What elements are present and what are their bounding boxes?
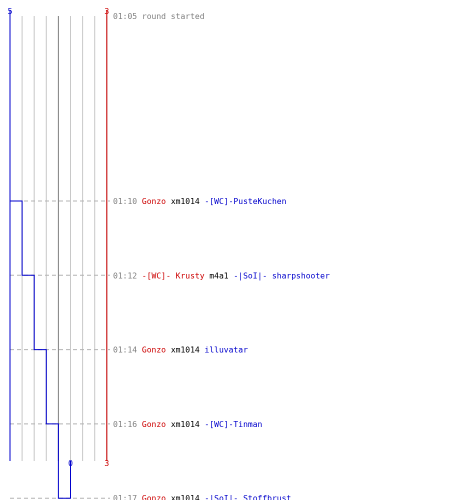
event-part: xm1014: [166, 346, 200, 355]
event-part: Gonzo: [142, 346, 166, 355]
event-time: 01:10: [113, 197, 142, 206]
event-row: 01:05 round started: [113, 12, 205, 21]
event-time: 01:17: [113, 494, 142, 500]
event-row: 01:16 Gonzo xm1014 -[WC]-Tinman: [113, 420, 263, 429]
event-row: 01:17 Gonzo xm1014 -|SoI|- Stoffbrust: [113, 494, 291, 500]
grid-columns: [9, 16, 108, 461]
event-part: -[WC]-Tinman: [200, 420, 263, 429]
event-part: -[WC]- Krusty: [142, 271, 205, 280]
event-time: 01:16: [113, 420, 142, 429]
blue-axis-top-label: 5: [8, 7, 13, 16]
event-row: 01:10 Gonzo xm1014 -[WC]-PusteKuchen: [113, 197, 287, 206]
event-time: 01:12: [113, 271, 142, 280]
event-part: -[WC]-PusteKuchen: [200, 197, 287, 206]
blue-step-path: [9, 10, 71, 499]
red-axis-bottom-label: 3: [104, 459, 109, 468]
event-part: Gonzo: [142, 197, 166, 206]
event-part: -|SoI|- sharpshooter: [229, 271, 330, 280]
event-part: -|SoI|- Stoffbrust: [200, 494, 292, 500]
event-part: xm1014: [166, 494, 200, 500]
event-part: Gonzo: [142, 420, 166, 429]
axis-labels: 5 0 3 3: [8, 7, 110, 468]
event-row: 01:12 -[WC]- Krusty m4a1 -|SoI|- sharpsh…: [113, 271, 330, 280]
red-axis-top-label: 3: [104, 7, 109, 16]
event-part: m4a1: [205, 271, 229, 280]
blue-team-step-line: [9, 10, 71, 499]
event-part: xm1014: [166, 420, 200, 429]
event-row: 01:14 Gonzo xm1014 illuvatar: [113, 346, 248, 355]
event-log: 01:05 round started 01:10 Gonzo xm1014 -[…: [113, 12, 330, 500]
event-part: Gonzo: [142, 494, 166, 500]
event-part: xm1014: [166, 197, 200, 206]
event-part: illuvatar: [200, 346, 248, 355]
event-time: 01:14: [113, 346, 142, 355]
event-part: round started: [142, 12, 205, 21]
event-time: 01:05: [113, 12, 142, 21]
blue-axis-bottom-label: 0: [68, 459, 73, 468]
